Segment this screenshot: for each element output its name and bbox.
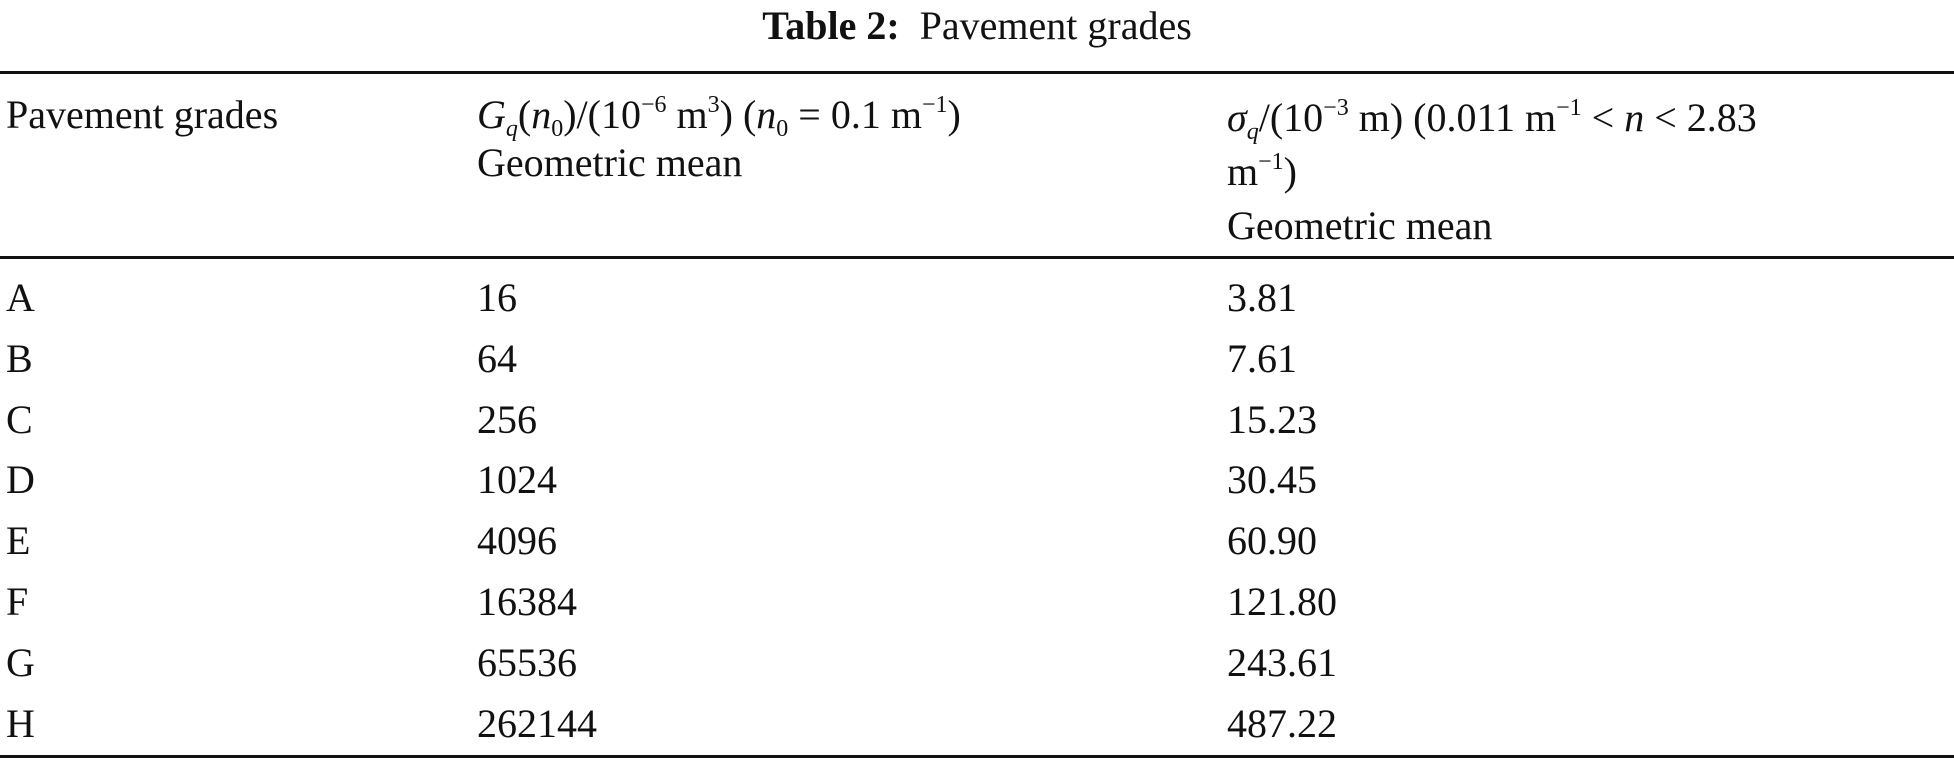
value-cell: 1024 [477,457,557,503]
subscript: q [505,116,518,142]
grade-cell: B [6,335,33,381]
value-cell: 487.22 [1227,700,1337,746]
superscript: 3 [707,92,720,118]
symbol: G [477,92,506,137]
grade-cell: D [6,457,35,503]
caption-text: Pavement grades [919,3,1192,48]
value-cell: 30.45 [1227,457,1317,503]
text: ) [1283,149,1297,194]
grade-cell: H [6,700,35,746]
symbol: n [531,92,552,137]
value-cell: 16 [477,275,517,320]
caption-label: Table 2: [762,3,900,48]
grade-cell: E [6,518,31,564]
header-rule [0,256,1954,259]
text: < [1581,95,1625,140]
text: = 0.1 m [788,92,922,137]
text: m) (0.011 m [1348,95,1557,140]
superscript: −1 [1556,95,1582,121]
header-stat: Geometric mean [1227,203,1493,248]
bottom-rule [0,755,1954,758]
value-cell: 7.61 [1227,335,1297,381]
header-stat: Geometric mean [477,140,743,185]
superscript: −1 [1258,149,1284,175]
text: < 2.83 [1644,95,1757,140]
text: ( [517,92,532,137]
header-cell: σq/(10−3 m) (0.011 m−1 < n < 2.83 m−1) Geo… [1227,91,1757,253]
value-cell: 65536 [477,639,577,685]
top-rule [0,71,1954,74]
text: m [666,92,708,137]
subscript: q [1246,119,1259,145]
value-cell: 243.61 [1227,639,1337,685]
value-cell: 16384 [477,579,577,624]
symbol: n [756,92,777,137]
superscript: −1 [921,92,948,118]
value-cell: 262144 [477,700,597,746]
subscript: 0 [776,116,789,142]
symbol: σ [1227,95,1247,140]
superscript: −3 [1323,95,1349,121]
table-caption: Table 2: Pavement grades [0,2,1954,50]
grade-cell: F [6,579,29,624]
grade-cell: A [6,275,35,320]
header-cell: Gq(n0)/(10−6 m3) (n0 = 0.1 m−1) Geometric… [477,91,961,187]
grade-cell: G [6,639,35,685]
text: ) ( [719,92,757,137]
header-cell: Pavement grades [6,92,279,137]
text: /(10 [1258,95,1324,140]
value-cell: 121.80 [1227,579,1337,624]
superscript: −6 [640,92,667,118]
value-cell: 15.23 [1227,396,1317,442]
value-cell: 64 [477,335,517,381]
text: )/(10 [563,92,641,137]
subscript: 0 [551,116,564,142]
value-cell: 256 [477,396,537,442]
grade-cell: C [6,396,33,442]
value-cell: 4096 [477,518,557,564]
symbol: n [1624,95,1645,140]
text: m [1227,149,1259,194]
value-cell: 60.90 [1227,518,1317,564]
value-cell: 3.81 [1227,275,1297,320]
text: ) [947,92,961,137]
